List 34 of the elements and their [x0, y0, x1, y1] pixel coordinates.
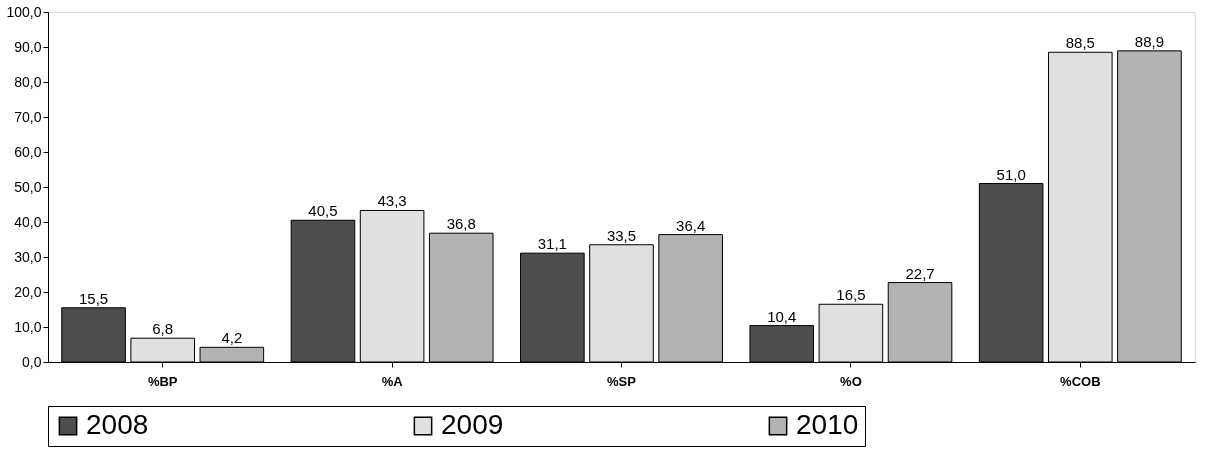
y-tick-label: 90,0 — [14, 38, 42, 55]
data-label: 6,8 — [152, 320, 174, 338]
data-label: 4,2 — [221, 329, 243, 347]
data-label: 10,4 — [767, 307, 797, 325]
data-label: 40,5 — [308, 202, 338, 220]
x-tick-label: %COB — [1060, 373, 1101, 389]
x-tick-label: %BP — [147, 373, 178, 389]
y-tick-label: 70,0 — [14, 108, 42, 125]
y-tick-label: 0,0 — [22, 353, 42, 370]
legend-label: 2010 — [796, 409, 859, 440]
y-tick-label: 20,0 — [14, 283, 42, 300]
x-tick-label: %O — [840, 373, 862, 389]
data-label: 16,5 — [836, 286, 866, 304]
data-label: 36,4 — [676, 216, 706, 234]
y-tick-label: 80,0 — [14, 73, 42, 90]
y-tick-label: 10,0 — [14, 318, 42, 335]
data-label: 88,5 — [1065, 34, 1095, 52]
y-tick-label: 50,0 — [14, 178, 42, 195]
y-tick-label: 100,0 — [6, 3, 42, 20]
data-label: 36,8 — [446, 215, 476, 233]
y-tick-label: 60,0 — [14, 143, 42, 160]
data-label: 31,1 — [537, 235, 567, 253]
x-tick-label: %SP — [607, 373, 637, 389]
data-label: 88,9 — [1134, 32, 1165, 50]
y-tick-label: 40,0 — [14, 213, 42, 230]
legend-label: 2009 — [441, 409, 504, 440]
x-tick-label: %A — [381, 373, 404, 389]
data-label: 15,5 — [78, 289, 109, 307]
legend-label: 2008 — [86, 409, 149, 440]
data-label: 43,3 — [377, 192, 407, 210]
data-label: 22,7 — [905, 264, 935, 282]
data-label: 33,5 — [606, 226, 637, 244]
y-tick-label: 30,0 — [14, 248, 42, 265]
data-label: 51,0 — [996, 165, 1026, 183]
